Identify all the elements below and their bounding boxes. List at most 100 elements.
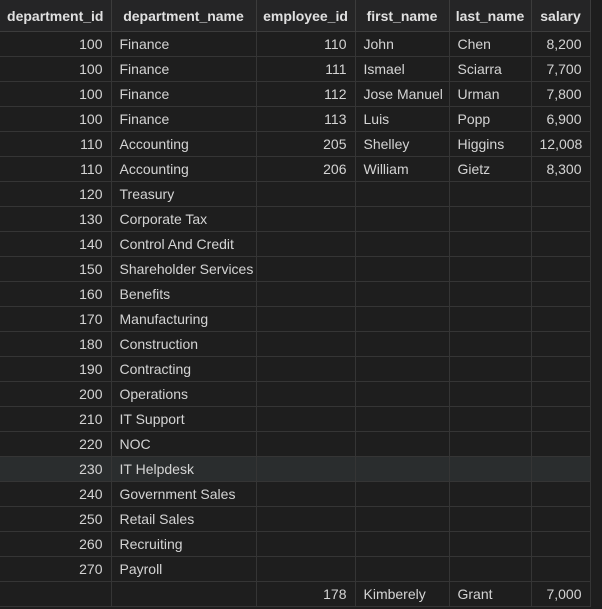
column-header-department-name[interactable]: department_name [111, 0, 257, 32]
cell-department-name[interactable]: Contracting [111, 356, 257, 382]
cell-department-id[interactable]: 240 [0, 481, 112, 507]
cell-employee-id[interactable] [256, 331, 356, 357]
cell-first-name[interactable] [355, 356, 450, 382]
cell-department-id[interactable]: 100 [0, 81, 112, 107]
cell-first-name[interactable] [355, 506, 450, 532]
column-header-last-name[interactable]: last_name [449, 0, 532, 32]
cell-salary[interactable] [531, 406, 591, 432]
cell-last-name[interactable] [449, 556, 532, 582]
cell-last-name[interactable] [449, 306, 532, 332]
cell-salary[interactable] [531, 531, 591, 557]
cell-salary[interactable] [531, 206, 591, 232]
cell-employee-id[interactable] [256, 206, 356, 232]
cell-department-id[interactable]: 160 [0, 281, 112, 307]
table-row[interactable]: 190 Contracting [0, 356, 591, 382]
cell-department-name[interactable]: Treasury [111, 181, 257, 207]
cell-last-name[interactable]: Grant [449, 581, 532, 607]
table-row[interactable]: 210 IT Support [0, 406, 591, 432]
cell-first-name[interactable] [355, 256, 450, 282]
cell-last-name[interactable] [449, 206, 532, 232]
cell-employee-id[interactable] [256, 406, 356, 432]
cell-department-id[interactable]: 180 [0, 331, 112, 357]
cell-employee-id[interactable] [256, 381, 356, 407]
cell-first-name[interactable] [355, 331, 450, 357]
cell-department-id[interactable]: 270 [0, 556, 112, 582]
cell-salary[interactable] [531, 306, 591, 332]
cell-salary[interactable]: 12,008 [531, 131, 591, 157]
cell-department-id[interactable]: 110 [0, 131, 112, 157]
cell-department-name[interactable]: Accounting [111, 156, 257, 182]
cell-employee-id[interactable] [256, 431, 356, 457]
cell-last-name[interactable] [449, 456, 532, 482]
cell-first-name[interactable]: Shelley [355, 131, 450, 157]
cell-employee-id[interactable] [256, 456, 356, 482]
cell-employee-id[interactable] [256, 481, 356, 507]
table-row[interactable]: 178 Kimberely Grant 7,000 [0, 581, 591, 607]
cell-salary[interactable]: 8,200 [531, 31, 591, 57]
table-row[interactable]: 120 Treasury [0, 181, 591, 207]
cell-last-name[interactable] [449, 481, 532, 507]
cell-first-name[interactable]: Jose Manuel [355, 81, 450, 107]
table-row[interactable]: 230 IT Helpdesk [0, 456, 591, 482]
cell-department-name[interactable]: Finance [111, 31, 257, 57]
cell-employee-id[interactable]: 178 [256, 581, 356, 607]
cell-department-name[interactable]: Shareholder Services [111, 256, 257, 282]
cell-first-name[interactable] [355, 181, 450, 207]
cell-employee-id[interactable] [256, 531, 356, 557]
cell-first-name[interactable]: Luis [355, 106, 450, 132]
cell-salary[interactable] [531, 231, 591, 257]
cell-department-name[interactable]: Manufacturing [111, 306, 257, 332]
cell-employee-id[interactable] [256, 181, 356, 207]
table-row[interactable]: 100 Finance 112 Jose Manuel Urman 7,800 [0, 81, 591, 107]
cell-department-id[interactable]: 200 [0, 381, 112, 407]
cell-first-name[interactable] [355, 206, 450, 232]
cell-last-name[interactable] [449, 406, 532, 432]
cell-first-name[interactable] [355, 406, 450, 432]
cell-first-name[interactable] [355, 431, 450, 457]
cell-first-name[interactable] [355, 281, 450, 307]
cell-department-id[interactable]: 230 [0, 456, 112, 482]
cell-department-name[interactable]: Payroll [111, 556, 257, 582]
cell-employee-id[interactable] [256, 281, 356, 307]
column-header-department-id[interactable]: department_id [0, 0, 112, 32]
column-header-first-name[interactable]: first_name [355, 0, 450, 32]
cell-salary[interactable] [531, 331, 591, 357]
cell-first-name[interactable]: William [355, 156, 450, 182]
table-row[interactable]: 260 Recruiting [0, 531, 591, 557]
cell-salary[interactable]: 7,800 [531, 81, 591, 107]
cell-employee-id[interactable]: 206 [256, 156, 356, 182]
table-row[interactable]: 160 Benefits [0, 281, 591, 307]
table-row[interactable]: 240 Government Sales [0, 481, 591, 507]
cell-department-name[interactable]: Finance [111, 106, 257, 132]
cell-last-name[interactable] [449, 256, 532, 282]
cell-department-name[interactable]: Corporate Tax [111, 206, 257, 232]
cell-department-id[interactable]: 190 [0, 356, 112, 382]
cell-department-name[interactable]: NOC [111, 431, 257, 457]
cell-salary[interactable] [531, 381, 591, 407]
table-row[interactable]: 130 Corporate Tax [0, 206, 591, 232]
cell-salary[interactable] [531, 481, 591, 507]
column-header-employee-id[interactable]: employee_id [256, 0, 356, 32]
table-row[interactable]: 250 Retail Sales [0, 506, 591, 532]
cell-department-id[interactable]: 140 [0, 231, 112, 257]
table-row[interactable]: 180 Construction [0, 331, 591, 357]
table-row[interactable]: 100 Finance 113 Luis Popp 6,900 [0, 106, 591, 132]
table-row[interactable]: 270 Payroll [0, 556, 591, 582]
cell-last-name[interactable] [449, 331, 532, 357]
cell-first-name[interactable] [355, 381, 450, 407]
cell-employee-id[interactable]: 110 [256, 31, 356, 57]
table-row[interactable]: 100 Finance 110 John Chen 8,200 [0, 31, 591, 57]
cell-salary[interactable]: 7,000 [531, 581, 591, 607]
cell-department-name[interactable]: Benefits [111, 281, 257, 307]
cell-department-name[interactable]: Control And Credit [111, 231, 257, 257]
cell-department-name[interactable]: IT Support [111, 406, 257, 432]
cell-department-name[interactable]: Retail Sales [111, 506, 257, 532]
cell-first-name[interactable] [355, 231, 450, 257]
cell-department-id[interactable]: 170 [0, 306, 112, 332]
table-row[interactable]: 140 Control And Credit [0, 231, 591, 257]
table-row[interactable]: 100 Finance 111 Ismael Sciarra 7,700 [0, 56, 591, 82]
cell-salary[interactable] [531, 281, 591, 307]
cell-last-name[interactable]: Gietz [449, 156, 532, 182]
cell-last-name[interactable]: Sciarra [449, 56, 532, 82]
cell-employee-id[interactable] [256, 306, 356, 332]
